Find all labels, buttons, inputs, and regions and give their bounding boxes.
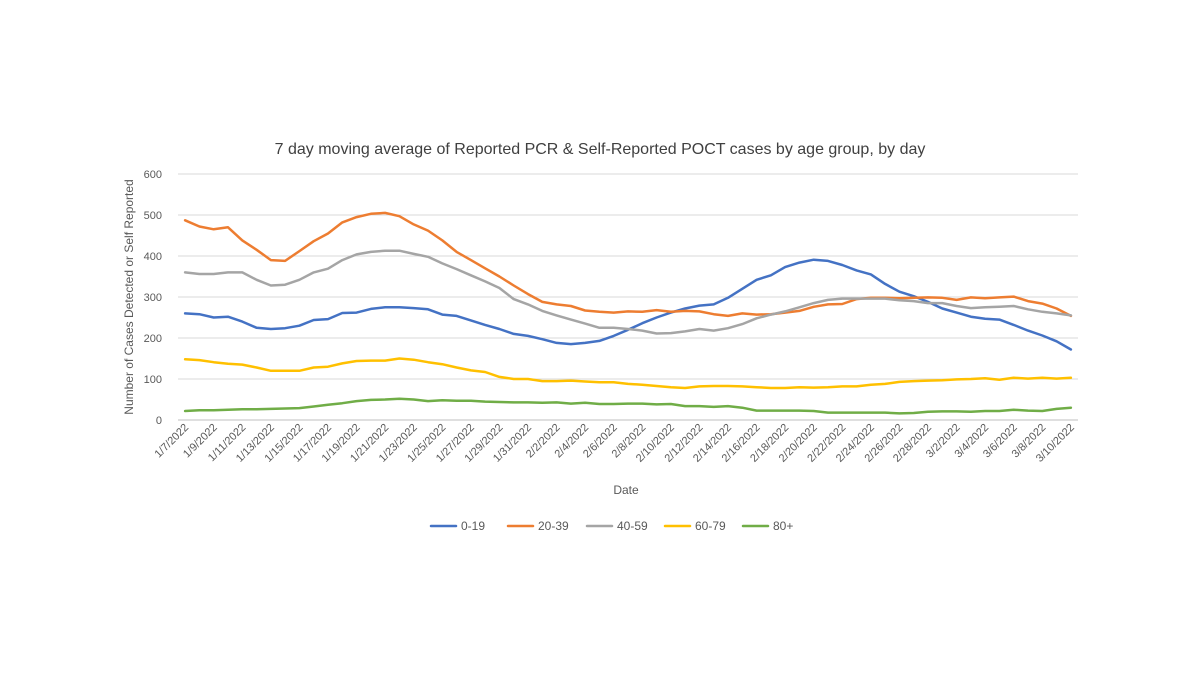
- legend-label-60-79: 60-79: [695, 519, 726, 533]
- legend-label-80plus: 80+: [773, 519, 793, 533]
- y-tick-label: 300: [144, 292, 162, 304]
- series-line-80plus: [183, 397, 1073, 415]
- series-line-20-39: [183, 211, 1073, 318]
- gridlines: [178, 173, 1078, 421]
- legend-label-20-39: 20-39: [538, 519, 569, 533]
- y-tick-label: 600: [144, 169, 162, 181]
- y-tick-label: 500: [144, 210, 162, 222]
- y-tick-label: 400: [144, 251, 162, 263]
- x-axis-title: Date: [613, 483, 639, 497]
- series-line-40-59: [183, 249, 1073, 335]
- y-axis-title: Number of Cases Detected or Self Reporte…: [122, 179, 136, 414]
- series-line-0-19: [183, 258, 1073, 351]
- series-line-60-79: [183, 357, 1073, 390]
- series-lines: [183, 211, 1073, 415]
- legend-label-40-59: 40-59: [617, 519, 648, 533]
- legend-label-0-19: 0-19: [461, 519, 485, 533]
- y-tick-label: 200: [144, 333, 162, 345]
- y-axis-ticks: 0 100 200 300 400 500 600: [144, 169, 162, 427]
- y-tick-label: 100: [144, 374, 162, 386]
- x-axis-ticks: 1/7/20221/9/20221/11/20221/13/20221/15/2…: [152, 422, 1076, 465]
- chart-title: 7 day moving average of Reported PCR & S…: [275, 141, 926, 158]
- legend: 0-19 20-39 40-59 60-79 80+: [429, 519, 793, 533]
- y-tick-label: 0: [156, 415, 162, 427]
